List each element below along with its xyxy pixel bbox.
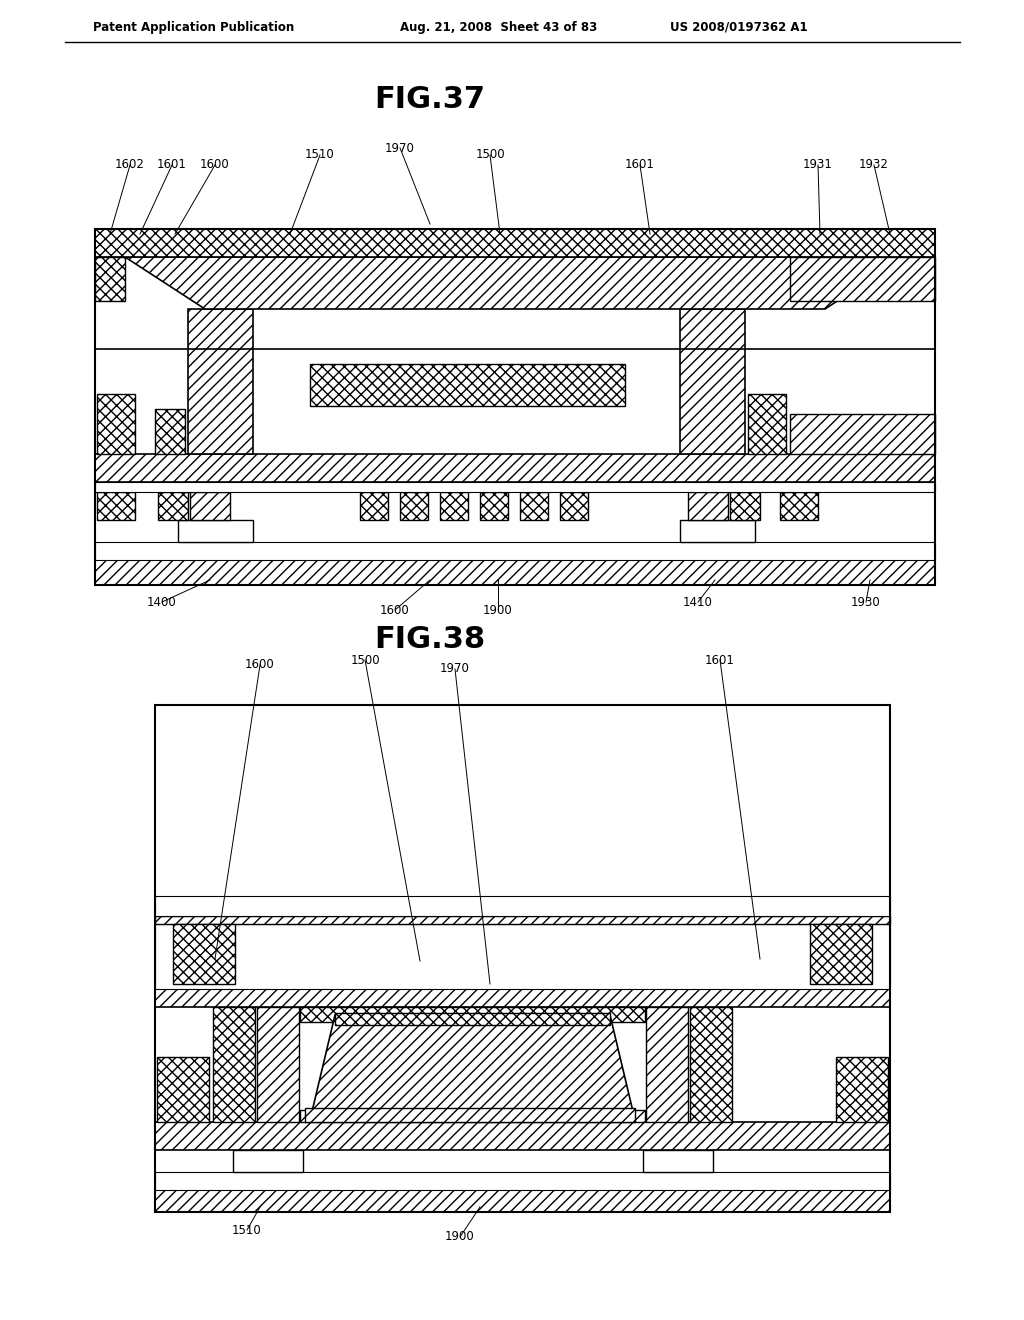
Bar (95, 454, 935, 482)
Text: 1900: 1900 (483, 603, 513, 616)
Bar (188, 309, 253, 454)
Text: Aug. 21, 2008  Sheet 43 of 83: Aug. 21, 2008 Sheet 43 of 83 (400, 21, 597, 33)
Bar (158, 492, 188, 520)
Bar (440, 492, 468, 520)
Bar (155, 924, 890, 989)
Bar (790, 414, 935, 454)
Bar (780, 492, 818, 520)
Bar (190, 492, 230, 520)
Text: 1600: 1600 (380, 603, 410, 616)
Text: 1600: 1600 (245, 659, 274, 672)
Bar (213, 1007, 255, 1122)
Text: 1410: 1410 (683, 595, 713, 609)
Bar (646, 1007, 688, 1122)
Bar (155, 989, 890, 1007)
Bar (155, 409, 185, 454)
Bar (520, 492, 548, 520)
Text: 1970: 1970 (440, 663, 470, 676)
Text: 1500: 1500 (475, 149, 505, 161)
Polygon shape (125, 257, 905, 309)
Bar (178, 520, 253, 543)
Text: 1601: 1601 (157, 158, 187, 172)
Text: US 2008/0197362 A1: US 2008/0197362 A1 (670, 21, 808, 33)
Bar (155, 705, 890, 1212)
Bar (155, 916, 890, 924)
Bar (95, 228, 935, 585)
Text: 1500: 1500 (350, 653, 380, 667)
Bar (95, 257, 125, 301)
Bar (95, 228, 935, 257)
Text: 1400: 1400 (147, 595, 177, 609)
Bar (810, 924, 872, 983)
Bar (257, 1007, 299, 1122)
Bar (233, 1150, 303, 1172)
Text: Patent Application Publication: Patent Application Publication (93, 21, 294, 33)
Bar (730, 492, 760, 520)
Text: 1601: 1601 (625, 158, 655, 172)
Bar (97, 492, 135, 520)
Bar (790, 257, 935, 301)
Bar (95, 560, 935, 585)
Bar (480, 492, 508, 520)
Polygon shape (310, 1015, 635, 1119)
Text: FIG.38: FIG.38 (375, 626, 485, 655)
Text: 1930: 1930 (851, 595, 881, 609)
Bar (97, 393, 135, 454)
Bar (155, 1122, 890, 1150)
Bar (748, 393, 786, 454)
Bar (95, 543, 935, 560)
Text: 1931: 1931 (803, 158, 833, 172)
Bar (688, 492, 728, 520)
Text: FIG.37: FIG.37 (375, 86, 485, 115)
Bar (300, 1007, 645, 1022)
Bar (155, 1172, 890, 1191)
Text: 1510: 1510 (305, 149, 335, 161)
Bar (300, 1110, 645, 1122)
Bar (335, 1012, 610, 1026)
Bar (690, 1007, 732, 1122)
Bar (95, 482, 935, 492)
Text: 1601: 1601 (706, 653, 735, 667)
Text: 1932: 1932 (859, 158, 889, 172)
Bar (400, 492, 428, 520)
Bar (310, 364, 625, 407)
Bar (157, 1057, 209, 1122)
Bar (680, 520, 755, 543)
Text: 1970: 1970 (385, 141, 415, 154)
Bar (836, 1057, 888, 1122)
Bar (305, 1107, 635, 1122)
Bar (155, 896, 890, 916)
Text: 1600: 1600 (200, 158, 229, 172)
Bar (680, 309, 745, 454)
Bar (560, 492, 588, 520)
Bar (155, 1191, 890, 1212)
Text: 1900: 1900 (445, 1230, 475, 1243)
Bar (360, 492, 388, 520)
Bar (643, 1150, 713, 1172)
Text: 1602: 1602 (115, 158, 145, 172)
Bar (173, 924, 234, 983)
Text: 1510: 1510 (232, 1224, 262, 1237)
